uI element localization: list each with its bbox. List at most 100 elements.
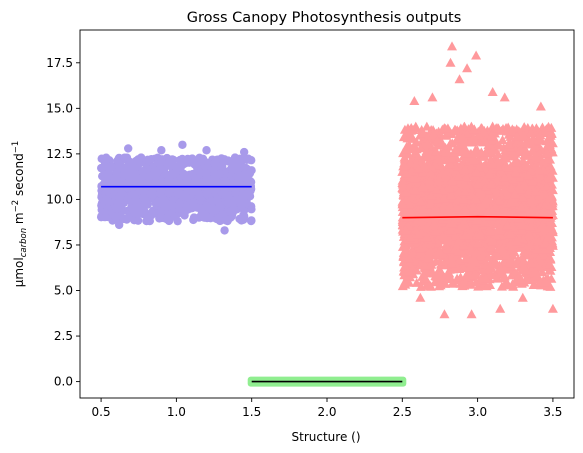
- data-point: [426, 190, 437, 200]
- data-point: [431, 146, 442, 156]
- data-point: [435, 280, 446, 290]
- y-label-unit-b: second: [12, 153, 26, 200]
- data-point: [522, 159, 533, 169]
- data-point: [422, 133, 433, 143]
- y-label-subscript: carbon: [19, 228, 29, 257]
- data-point: [468, 155, 479, 165]
- data-point: [479, 136, 490, 146]
- data-point: [514, 181, 525, 191]
- data-point: [481, 194, 492, 204]
- data-point: [506, 126, 517, 136]
- data-point: [453, 235, 464, 245]
- data-point: [434, 256, 445, 266]
- data-point: [524, 229, 535, 239]
- data-point: [223, 192, 232, 201]
- data-point: [465, 226, 476, 236]
- data-point: [437, 167, 448, 177]
- data-point: [422, 139, 433, 149]
- data-point: [542, 148, 553, 158]
- data-point: [443, 272, 454, 282]
- data-point: [480, 273, 491, 283]
- data-point: [471, 194, 482, 204]
- data-point: [99, 162, 109, 171]
- data-point: [157, 157, 166, 167]
- data-point: [471, 215, 482, 225]
- data-point: [510, 189, 521, 199]
- outlier-point: [547, 303, 558, 313]
- data-point: [164, 188, 173, 198]
- data-point: [136, 153, 146, 162]
- data-point: [415, 281, 426, 291]
- data-point: [405, 232, 416, 242]
- data-point: [485, 262, 496, 272]
- x-tick-label: 2.5: [393, 405, 412, 419]
- data-point: [443, 204, 454, 214]
- data-point: [422, 215, 433, 225]
- data-point: [443, 141, 454, 151]
- data-point: [445, 190, 456, 200]
- y-tick-label: 12.5: [46, 147, 73, 161]
- data-point: [182, 174, 192, 183]
- data-point: [424, 175, 435, 185]
- data-point: [239, 212, 249, 221]
- data-point: [530, 186, 541, 196]
- outlier-point: [471, 50, 482, 60]
- data-point: [400, 187, 411, 197]
- data-point: [504, 139, 515, 149]
- data-point: [491, 123, 502, 133]
- data-point: [411, 277, 422, 287]
- y-tick-label: 2.5: [54, 329, 73, 343]
- y-label-sup-b: −1: [11, 141, 21, 154]
- data-point: [429, 218, 440, 228]
- data-point: [519, 179, 530, 189]
- data-point: [399, 266, 410, 276]
- data-point: [419, 260, 430, 270]
- data-point: [506, 183, 517, 193]
- data-point: [208, 179, 217, 188]
- data-point: [144, 173, 153, 182]
- data-point: [445, 225, 456, 235]
- data-point: [475, 229, 486, 239]
- data-point: [438, 200, 449, 210]
- data-point: [440, 123, 451, 133]
- data-point: [460, 230, 471, 240]
- data-point: [175, 199, 184, 208]
- data-point: [171, 168, 180, 178]
- data-point: [491, 273, 502, 283]
- data-point: [113, 156, 122, 165]
- data-point: [101, 153, 111, 162]
- data-point: [468, 253, 479, 263]
- outlier-point: [157, 146, 166, 155]
- data-point: [450, 144, 461, 154]
- data-point: [421, 121, 432, 131]
- data-point: [518, 256, 529, 266]
- data-point: [226, 157, 236, 167]
- data-point: [214, 214, 223, 223]
- data-point: [518, 155, 529, 165]
- data-point: [541, 181, 552, 191]
- data-point: [434, 245, 445, 255]
- data-point: [176, 190, 185, 199]
- data-point: [418, 128, 429, 138]
- data-point: [156, 207, 166, 217]
- data-point: [497, 244, 508, 254]
- outlier-point: [495, 303, 506, 313]
- data-point: [447, 218, 458, 228]
- data-point: [499, 172, 510, 182]
- data-point: [533, 164, 544, 174]
- data-point: [112, 168, 121, 178]
- data-point: [511, 157, 522, 167]
- data-point: [545, 143, 556, 153]
- y-tick-label: 17.5: [46, 56, 73, 70]
- data-point: [492, 250, 503, 260]
- data-point: [473, 129, 484, 139]
- data-point: [500, 145, 511, 155]
- data-point: [493, 149, 504, 159]
- data-point: [398, 161, 409, 171]
- data-point: [539, 188, 550, 198]
- outlier-point: [202, 146, 211, 155]
- series-triangle-points: [397, 41, 558, 319]
- data-point: [521, 138, 532, 148]
- data-point: [445, 159, 456, 169]
- data-point: [136, 208, 145, 218]
